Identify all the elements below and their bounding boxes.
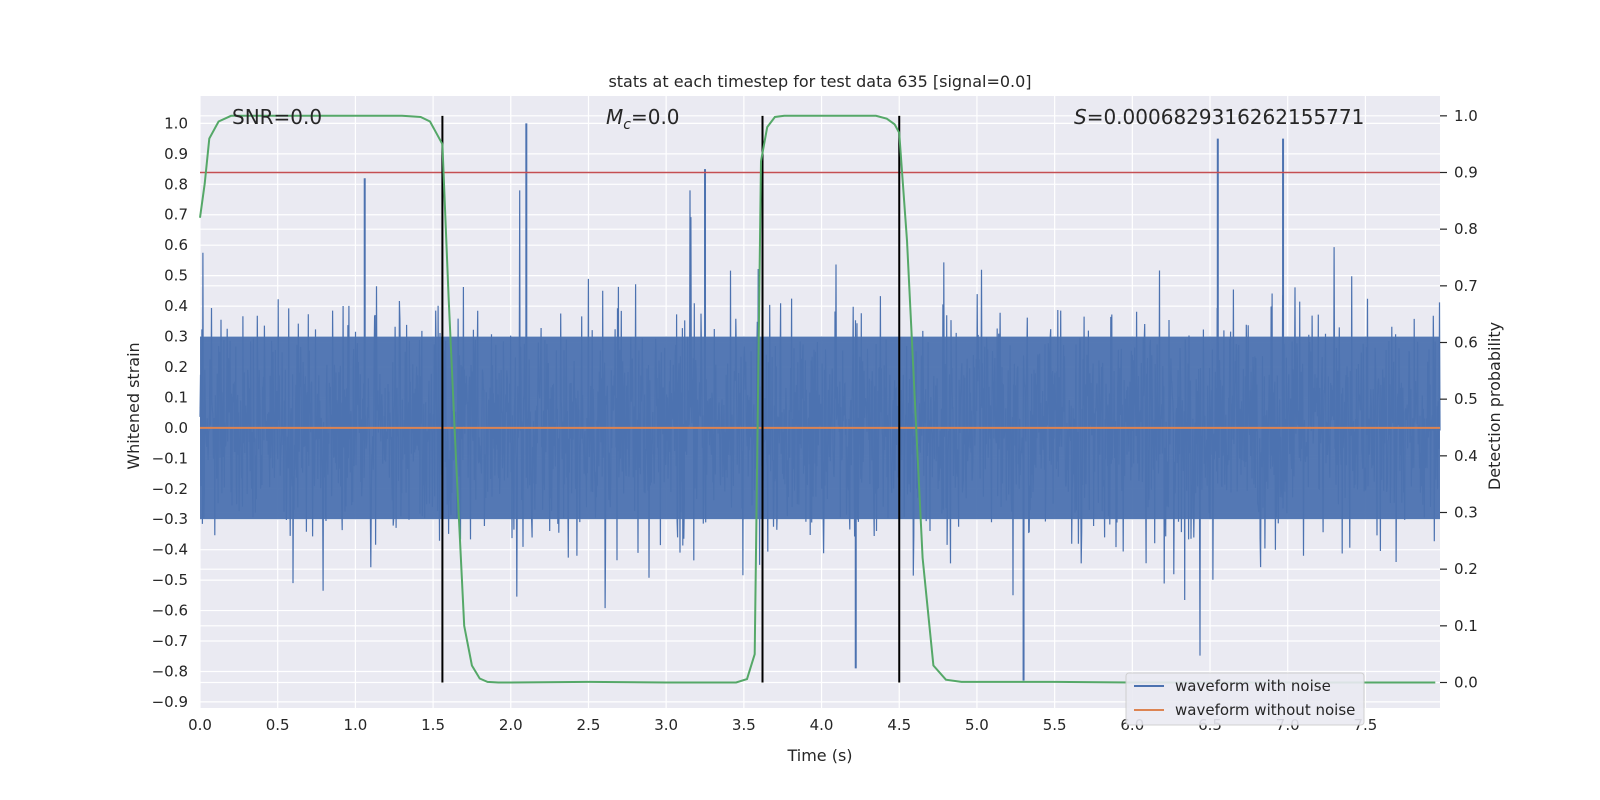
x-tick-label: 2.5 [577, 716, 601, 734]
series-detection-probability [199, 114, 1436, 684]
y-tick-label: 0.4 [164, 297, 188, 315]
y-tick-label: −0.1 [152, 449, 188, 467]
x-tick-label: 4.5 [887, 716, 911, 734]
y-right-tick-label: 0.4 [1454, 447, 1478, 465]
x-tick-label: 4.0 [810, 716, 834, 734]
y-right-tick-label: 0.3 [1454, 504, 1478, 522]
s-annotation: S=0.0006829316262155771 [1074, 105, 1364, 129]
y-axis-label: Whitened strain [124, 342, 143, 469]
y-tick-label: −0.6 [152, 602, 188, 620]
y-right-tick-label: 0.8 [1454, 220, 1478, 238]
x-axis-label: Time (s) [786, 746, 852, 765]
y-right-tick-label: 0.2 [1454, 560, 1478, 578]
y-tick-label: 0.7 [164, 206, 188, 224]
y-right-tick-label: 0.5 [1454, 390, 1478, 408]
x-tick-label: 1.5 [421, 716, 445, 734]
x-tick-label: 5.5 [1043, 716, 1067, 734]
x-tick-label: 2.0 [499, 716, 523, 734]
y-tick-label: 0.8 [164, 175, 188, 193]
y-tick-label: 1.0 [164, 114, 188, 132]
x-tick-label: 3.5 [732, 716, 756, 734]
x-tick-label: 1.0 [343, 716, 367, 734]
y-tick-label: −0.4 [152, 541, 188, 559]
y-right-tick-label: 0.9 [1454, 164, 1478, 182]
y-tick-label: −0.2 [152, 480, 188, 498]
chirp-mass-annotation: Mc=0.0 [606, 105, 680, 133]
y-right-tick-label: 0.1 [1454, 617, 1478, 635]
x-tick-label: 5.0 [965, 716, 989, 734]
y-axis-right: 1.0 0.9 0.8 0.7 0.6 0.5 0.4 0.3 0.2 0.1 0.0 [1440, 107, 1478, 692]
chart-title: stats at each timestep for test data 635… [608, 72, 1031, 91]
y-right-tick-label: 0.7 [1454, 277, 1478, 295]
y-tick-label: 0.5 [164, 267, 188, 285]
x-tick-label: 0.0 [188, 716, 212, 734]
y-tick-label: 0.2 [164, 358, 188, 376]
y-tick-label: −0.8 [152, 662, 188, 680]
legend: waveform with noise waveform without noi… [1125, 672, 1365, 726]
y-tick-label: 0.0 [164, 419, 188, 437]
legend-label-noise: waveform with noise [1175, 677, 1331, 695]
y-tick-label: 0.6 [164, 236, 188, 254]
y-tick-label: 0.1 [164, 388, 188, 406]
y-right-tick-label: 1.0 [1454, 107, 1478, 125]
y-tick-label: −0.3 [152, 510, 188, 528]
snr-annotation: SNR=0.0 [232, 105, 322, 129]
y-tick-label: 0.9 [164, 145, 188, 163]
y-tick-label: −0.7 [152, 632, 188, 650]
x-tick-label: 0.5 [266, 716, 290, 734]
y-right-tick-label: 0.6 [1454, 334, 1478, 352]
y-axis-left: 1.0 0.9 0.8 0.7 0.6 0.5 0.4 0.3 0.2 0.1 0.0 −0.1 −0.… [152, 114, 188, 711]
legend-box [1125, 672, 1365, 726]
y-axis-right-label: Detection probability [1485, 322, 1504, 490]
y-tick-label: 0.3 [164, 328, 188, 346]
y-tick-label: −0.5 [152, 571, 188, 589]
vertical-markers [441, 115, 901, 683]
legend-label-clean: waveform without noise [1175, 701, 1355, 719]
y-right-tick-label: 0.0 [1454, 674, 1478, 692]
y-tick-label: −0.9 [152, 693, 188, 711]
x-tick-label: 3.0 [654, 716, 678, 734]
